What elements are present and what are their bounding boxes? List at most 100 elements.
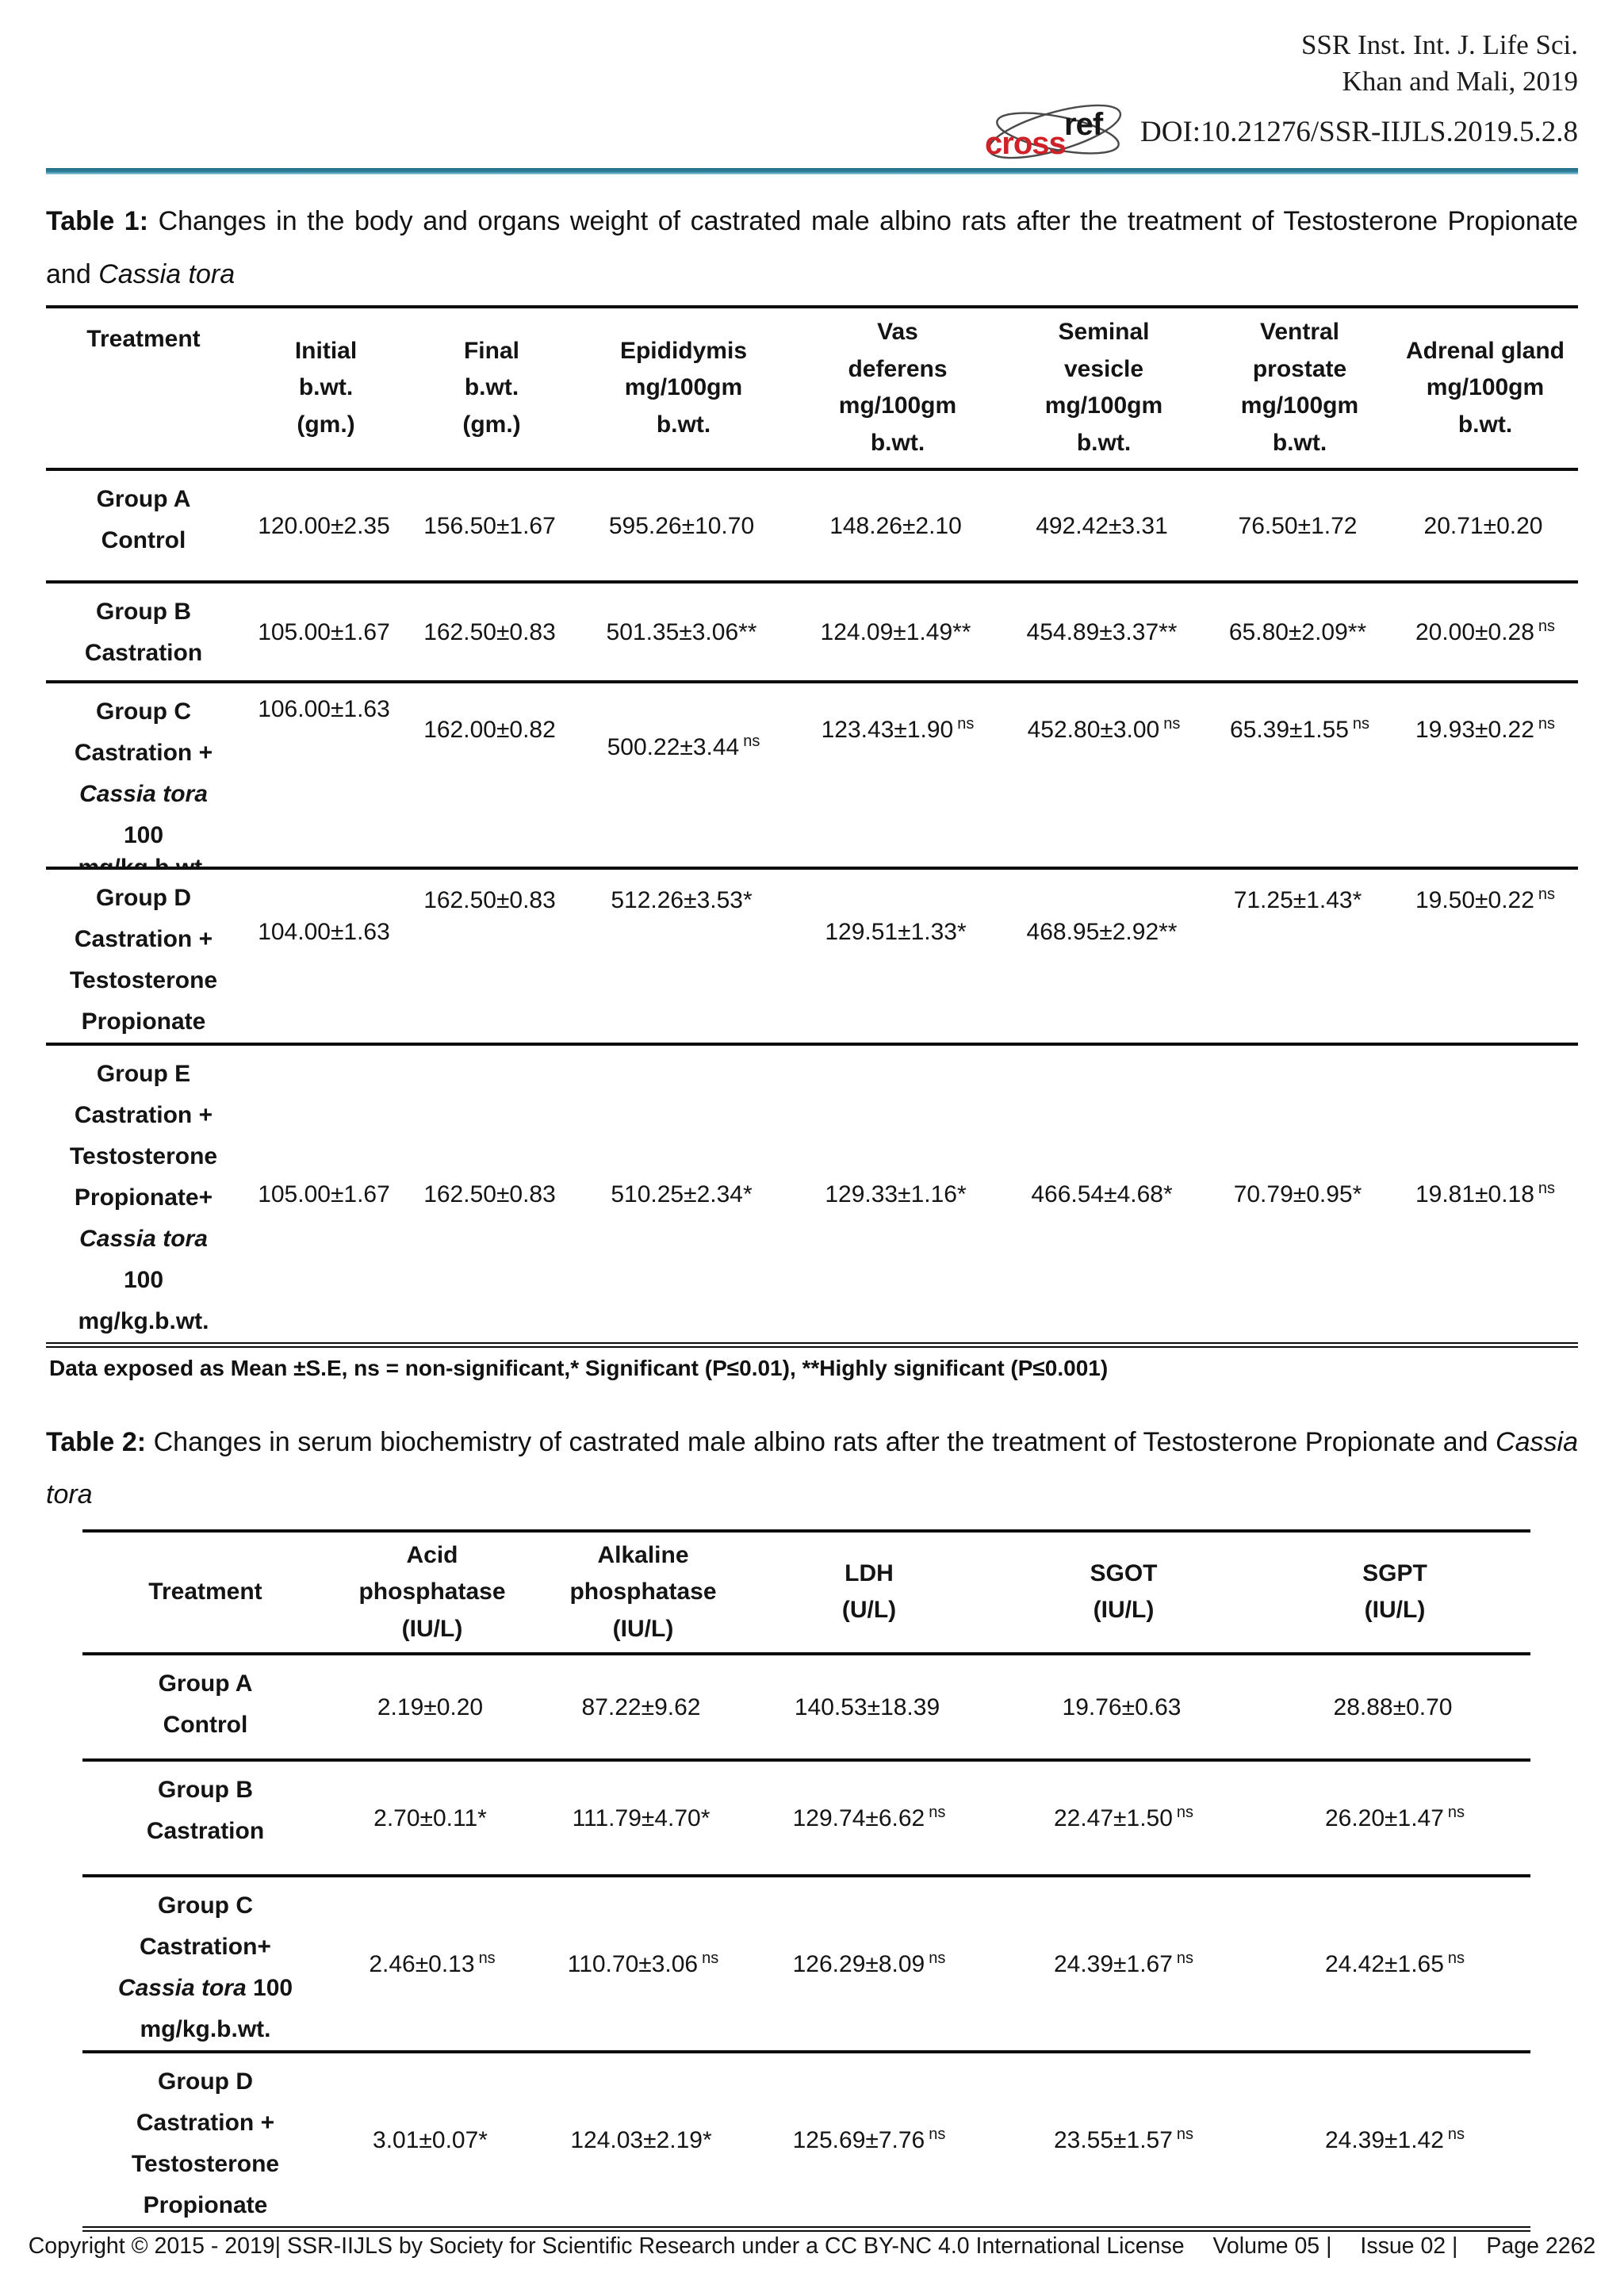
data-cell: 105.00±1.67 — [241, 1043, 411, 1348]
citation: Khan and Mali, 2019 — [1342, 66, 1578, 98]
data-cell: 3.01±0.07* — [328, 2052, 536, 2233]
table1-row-group-d: Group D Castration + Testosterone Propio… — [46, 867, 1578, 1046]
data-cell: 156.50±1.67 — [411, 469, 573, 584]
group-label: Group E Castration + Testosterone Propio… — [46, 1043, 241, 1348]
column-header-final-bwt: Final b.wt. (gm.) — [411, 304, 573, 471]
data-cell: 24.39±1.67 ns — [988, 1876, 1259, 2054]
group-label: Group B Castration — [82, 1760, 328, 1878]
data-cell: 20.00±0.28 ns — [1392, 581, 1578, 683]
data-cell: 452.80±3.00 ns — [1001, 681, 1207, 870]
crossref-logo-cross-text: cross — [985, 126, 1066, 161]
column-header-seminal-vesicle: Seminal vesicle mg/100gm b.wt. — [1001, 304, 1207, 471]
data-cell: 162.50±0.83 — [411, 581, 573, 683]
column-header-ldh: LDH (U/L) — [750, 1529, 988, 1656]
data-cell: 129.74±6.62 ns — [750, 1760, 988, 1878]
data-cell: 120.00±2.35 — [241, 469, 411, 584]
table2-caption-label: Table 2: — [46, 1426, 147, 1457]
data-cell: 595.26±10.70 — [573, 469, 795, 584]
data-cell: 19.50±0.22 ns — [1392, 867, 1578, 1046]
group-label: Group A Control — [82, 1654, 328, 1762]
data-cell: 162.00±0.82 — [411, 681, 573, 870]
column-header-epididymis: Epididymis mg/100gm b.wt. — [573, 304, 795, 471]
column-header-acid-phosphatase: Acid phosphatase (IU/L) — [328, 1529, 536, 1656]
data-cell: 512.26±3.53* — [573, 867, 795, 1046]
column-header-sgpt: SGPT (IU/L) — [1259, 1529, 1530, 1656]
data-cell: 28.88±0.70 — [1259, 1654, 1530, 1762]
table2-caption-italic: Cassia tora — [46, 1426, 1578, 1510]
data-cell: 492.42±3.31 — [1001, 469, 1207, 584]
data-cell: 20.71±0.20 — [1392, 469, 1578, 584]
table1: Treatment Initial b.wt. (gm.) Final b.wt… — [46, 304, 1578, 1348]
document-page: SSR Inst. Int. J. Life Sci. Khan and Mal… — [46, 27, 1578, 2233]
table1-caption-label: Table 1: — [46, 206, 149, 237]
column-header-initial-bwt: Initial b.wt. (gm.) — [241, 304, 411, 471]
data-cell: 106.00±1.63 — [241, 681, 411, 870]
table1-row-group-a: Group A Control 120.00±2.35 156.50±1.67 … — [46, 469, 1578, 584]
data-cell: 104.00±1.63 — [241, 867, 411, 1046]
data-cell: 87.22±9.62 — [536, 1654, 750, 1762]
table1-row-group-b: Group B Castration 105.00±1.67 162.50±0.… — [46, 581, 1578, 683]
column-header-adrenal-gland: Adrenal gland mg/100gm b.wt. — [1392, 304, 1578, 471]
footer-page-number: Page 2262 — [1486, 2233, 1596, 2259]
data-cell: 65.39±1.55 ns — [1207, 681, 1392, 870]
group-label: Group A Control — [46, 469, 241, 584]
data-cell: 148.26±2.10 — [795, 469, 1001, 584]
data-cell: 140.53±18.39 — [750, 1654, 988, 1762]
data-cell: 468.95±2.92** — [1001, 867, 1207, 1046]
column-header-treatment: Treatment — [82, 1529, 328, 1656]
data-cell: 466.54±4.68* — [1001, 1043, 1207, 1348]
data-cell: 2.70±0.11* — [328, 1760, 536, 1878]
data-cell: 510.25±2.34* — [573, 1043, 795, 1348]
column-header-treatment: Treatment — [46, 304, 241, 471]
table1-caption-italic: Cassia tora — [98, 258, 236, 289]
data-cell: 129.33±1.16* — [795, 1043, 1001, 1348]
data-cell: 124.03±2.19* — [536, 2052, 750, 2233]
doi-row: cross ref DOI:10.21276/SSR-IIJLS.2019.5.… — [46, 101, 1578, 163]
data-cell: 501.35±3.06** — [573, 581, 795, 683]
data-cell: 19.76±0.63 — [988, 1654, 1259, 1762]
crossref-logo-ref-text: ref — [1064, 107, 1104, 142]
footer-copyright: Copyright © 2015 - 2019| SSR-IIJLS by So… — [28, 2233, 1185, 2259]
column-header-ventral-prostate: Ventral prostate mg/100gm b.wt. — [1207, 304, 1392, 471]
data-cell: 111.79±4.70* — [536, 1760, 750, 1878]
data-cell: 71.25±1.43* — [1207, 867, 1392, 1046]
table2-row-group-a: Group A Control 2.19±0.20 87.22±9.62 140… — [82, 1654, 1530, 1762]
crossref-logo-icon: cross ref — [985, 105, 1122, 161]
data-cell: 123.43±1.90 ns — [795, 681, 1001, 870]
header-divider-rule — [46, 168, 1578, 175]
data-cell: 129.51±1.33* — [795, 867, 1001, 1046]
data-cell: 125.69±7.76 ns — [750, 2052, 988, 2233]
page-footer: Copyright © 2015 - 2019| SSR-IIJLS by So… — [0, 2233, 1624, 2260]
data-cell: 454.89±3.37** — [1001, 581, 1207, 683]
table2-caption: Table 2: Changes in serum biochemistry o… — [46, 1416, 1578, 1521]
table2-row-group-d: Group D Castration + Testosterone Propio… — [82, 2052, 1530, 2233]
data-cell: 2.19±0.20 — [328, 1654, 536, 1762]
data-cell: 126.29±8.09 ns — [750, 1876, 988, 2054]
table1-header-row: Treatment Initial b.wt. (gm.) Final b.wt… — [46, 304, 1578, 471]
table2-row-group-b: Group B Castration 2.70±0.11* 111.79±4.7… — [82, 1760, 1530, 1878]
significance-note: Data exposed as Mean ±S.E, ns = non-sign… — [49, 1355, 1109, 1380]
footer-volume: Volume 05 | — [1212, 2233, 1332, 2259]
group-label: Group C Castration + Cassia tora 100 mg/… — [46, 681, 241, 870]
data-cell: 22.47±1.50 ns — [988, 1760, 1259, 1878]
column-header-vas-deferens: Vas deferens mg/100gm b.wt. — [795, 304, 1001, 471]
data-cell: 24.42±1.65 ns — [1259, 1876, 1530, 2054]
doi-text: DOI:10.21276/SSR-IIJLS.2019.5.2.8 — [1140, 115, 1578, 148]
table1-row-group-e: Group E Castration + Testosterone Propio… — [46, 1043, 1578, 1348]
data-cell: 76.50±1.72 — [1207, 469, 1392, 584]
data-cell: 70.79±0.95* — [1207, 1043, 1392, 1348]
data-cell: 110.70±3.06 ns — [536, 1876, 750, 2054]
table1-row-group-c: Group C Castration + Cassia tora 100 mg/… — [46, 681, 1578, 870]
data-cell: 26.20±1.47 ns — [1259, 1760, 1530, 1878]
group-label: Group D Castration + Testosterone Propio… — [82, 2052, 328, 2233]
table2-caption-text: Changes in serum biochemistry of castrat… — [153, 1426, 1488, 1457]
data-cell: 105.00±1.67 — [241, 581, 411, 683]
data-cell: 124.09±1.49** — [795, 581, 1001, 683]
data-cell: 24.39±1.42 ns — [1259, 2052, 1530, 2233]
data-cell: 65.80±2.09** — [1207, 581, 1392, 683]
group-label: Group C Castration+ Cassia tora 100 mg/k… — [82, 1876, 328, 2054]
page-header: SSR Inst. Int. J. Life Sci. Khan and Mal… — [46, 27, 1578, 163]
data-cell: 23.55±1.57 ns — [988, 2052, 1259, 2233]
table2: Treatment Acid phosphatase (IU/L) Alkali… — [82, 1529, 1530, 2233]
group-label: Group B Castration — [46, 581, 241, 683]
